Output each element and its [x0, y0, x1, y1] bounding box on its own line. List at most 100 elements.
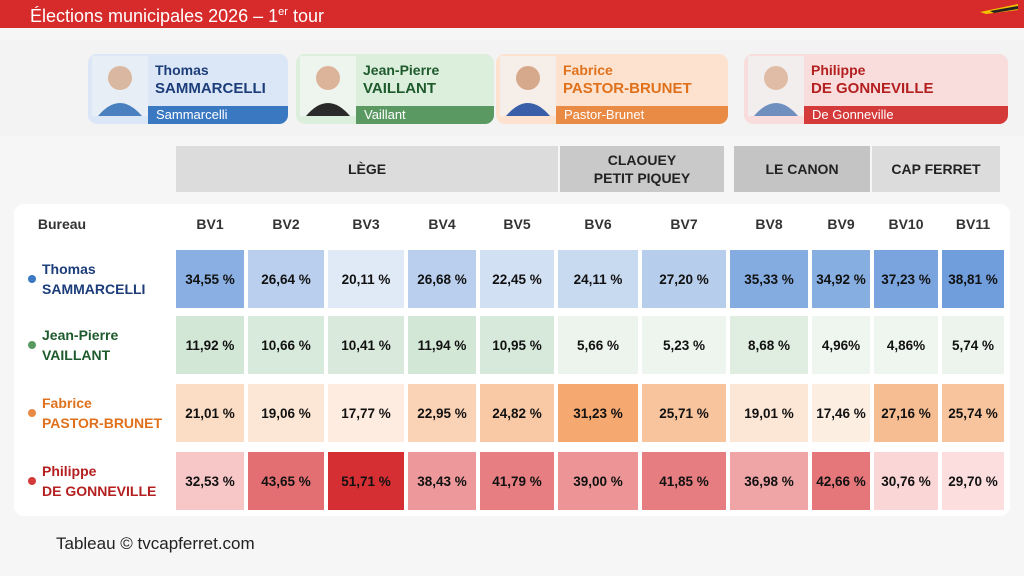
column-header-bv5: BV5 [503, 216, 531, 232]
data-cell: 27,16 % [874, 384, 938, 442]
candidate-photo [92, 56, 148, 116]
results-table: Bureau BV1 BV2 BV3 BV4 BV5 BV6 BV7 BV8 BV9 BV10 BV… [14, 204, 1010, 516]
data-cell: 34,92 % [812, 250, 870, 308]
candidate-last-name: DE GONNEVILLE [811, 80, 934, 97]
column-header-bv11: BV11 [955, 216, 991, 232]
data-cell: 30,76 % [874, 452, 938, 510]
column-header-bv2: BV2 [272, 216, 300, 232]
data-cell: 24,82 % [480, 384, 554, 442]
group-le-canon: LE CANON [734, 146, 870, 192]
data-cell: 32,53 % [176, 452, 244, 510]
data-cell: 25,74 % [942, 384, 1004, 442]
data-cell: 17,77 % [328, 384, 404, 442]
candidate-first-name: Thomas [155, 62, 209, 78]
candidate-photo [500, 56, 556, 116]
row-first-name: Philippe [42, 463, 97, 479]
data-cell: 19,01 % [730, 384, 808, 442]
data-cell: 17,46 % [812, 384, 870, 442]
column-header-bv8: BV8 [755, 216, 783, 232]
group-claouey: CLAOUEY PETIT PIQUEY [560, 146, 724, 192]
data-cell: 11,92 % [176, 316, 244, 374]
data-cell: 38,81 % [942, 250, 1004, 308]
group-lege: LÈGE [176, 146, 558, 192]
candidate-dot [28, 341, 36, 349]
data-cell: 19,06 % [248, 384, 324, 442]
data-cell: 5,23 % [642, 316, 726, 374]
row-last-name: PASTOR-BRUNET [42, 415, 163, 431]
row-label: Fabrice PASTOR-BRUNET [14, 382, 174, 444]
data-cell: 42,66 % [812, 452, 870, 510]
row-first-name: Thomas [42, 261, 96, 277]
data-cell: 5,66 % [558, 316, 638, 374]
data-cell: 10,95 % [480, 316, 554, 374]
data-cell: 25,71 % [642, 384, 726, 442]
column-header-bv3: BV3 [352, 216, 380, 232]
data-cell: 39,00 % [558, 452, 638, 510]
title-bar: Élections municipales 2026 – 1er tour [0, 0, 1024, 28]
row-label: Jean-Pierre VAILLANT [14, 314, 174, 376]
data-cell: 43,65 % [248, 452, 324, 510]
data-cell: 37,23 % [874, 250, 938, 308]
column-header-bv7: BV7 [670, 216, 698, 232]
candidate-first-name: Philippe [811, 62, 866, 78]
candidate-photo [748, 56, 804, 116]
data-cell: 27,20 % [642, 250, 726, 308]
data-cell: 11,94 % [408, 316, 476, 374]
data-cell: 5,74 % [942, 316, 1004, 374]
row-last-name: VAILLANT [42, 347, 111, 363]
candidate-tag: Pastor-Brunet [556, 106, 728, 124]
row-first-name: Jean-Pierre [42, 327, 119, 343]
candidate-dot [28, 275, 36, 283]
candidate-last-name: VAILLANT [363, 80, 437, 97]
column-header-bv1: BV1 [196, 216, 224, 232]
credit: Tableau © tvcapferret.com [56, 534, 255, 553]
candidate-last-name: PASTOR-BRUNET [563, 80, 692, 97]
candidate-last-name: SAMMARCELLI [155, 80, 266, 97]
data-cell: 38,43 % [408, 452, 476, 510]
data-cell: 36,98 % [730, 452, 808, 510]
data-cell: 10,41 % [328, 316, 404, 374]
row-label: Thomas SAMMARCELLI [14, 248, 174, 310]
data-cell: 4,86% [874, 316, 938, 374]
row-last-name: SAMMARCELLI [42, 281, 146, 297]
candidate-dot [28, 477, 36, 485]
row-last-name: DE GONNEVILLE [42, 483, 157, 499]
area-groups: LÈGE CLAOUEY PETIT PIQUEY LE CANON CAP F… [0, 146, 1024, 192]
candidate-tag: Sammarcelli [148, 106, 288, 124]
data-cell: 26,64 % [248, 250, 324, 308]
column-header-bv10: BV10 [888, 216, 924, 232]
candidate-first-name: Jean-Pierre [363, 62, 440, 78]
row-label: Philippe DE GONNEVILLE [14, 450, 174, 512]
candidate-first-name: Fabrice [563, 62, 613, 78]
candidate-dot [28, 409, 36, 417]
data-cell: 10,66 % [248, 316, 324, 374]
data-cell: 35,33 % [730, 250, 808, 308]
column-header-bv4: BV4 [428, 216, 456, 232]
bureau-header: Bureau [37, 216, 87, 232]
logo-icon [980, 4, 1018, 14]
candidate-tag: Vaillant [356, 106, 494, 124]
data-cell: 21,01 % [176, 384, 244, 442]
data-cell: 29,70 % [942, 452, 1004, 510]
candidate-card-de-gonneville: Philippe DE GONNEVILLE De Gonneville [744, 54, 1008, 124]
data-cell: 31,23 % [558, 384, 638, 442]
candidate-photo [300, 56, 356, 116]
data-cell: 41,79 % [480, 452, 554, 510]
data-cell: 8,68 % [730, 316, 808, 374]
data-cell: 51,71 % [328, 452, 404, 510]
data-cell: 20,11 % [328, 250, 404, 308]
data-cell: 41,85 % [642, 452, 726, 510]
candidate-card-vaillant: Jean-Pierre VAILLANT Vaillant [296, 54, 494, 124]
data-cell: 24,11 % [558, 250, 638, 308]
candidate-cards: Thomas SAMMARCELLI Sammarcelli Jean-Pier… [0, 40, 1024, 136]
data-cell: 26,68 % [408, 250, 476, 308]
data-cell: 34,55 % [176, 250, 244, 308]
row-first-name: Fabrice [42, 395, 92, 411]
data-cell: 4,96% [812, 316, 870, 374]
column-header-bv9: BV9 [827, 216, 855, 232]
data-cell: 22,95 % [408, 384, 476, 442]
page-title: Élections municipales 2026 – 1er tour [30, 6, 324, 26]
column-header-bv6: BV6 [584, 216, 612, 232]
data-cell: 22,45 % [480, 250, 554, 308]
candidate-card-sammarcelli: Thomas SAMMARCELLI Sammarcelli [88, 54, 288, 124]
